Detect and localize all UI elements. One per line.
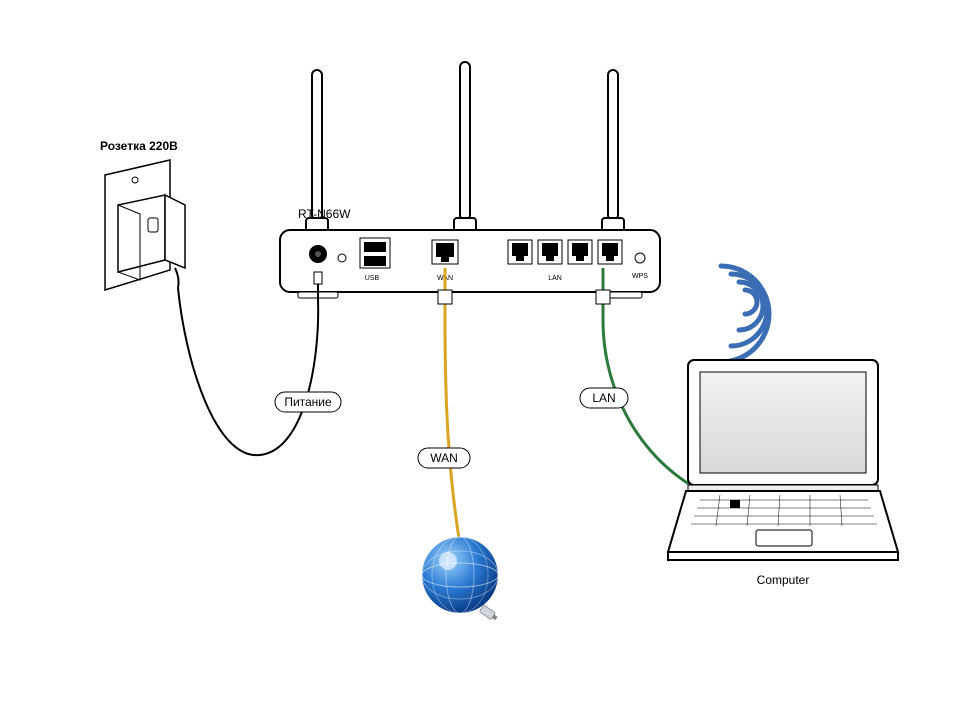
power-pill-text: Питание <box>284 395 332 409</box>
wall-outlet-icon <box>105 160 185 290</box>
outlet-label: Розетка 220В <box>100 139 178 153</box>
lan-pill: LAN <box>580 388 628 408</box>
lan-pill-text: LAN <box>592 391 615 405</box>
wan-pill: WAN <box>418 448 470 468</box>
wan-pill-text: WAN <box>430 451 458 465</box>
globe-icon <box>422 537 499 622</box>
wifi-icon <box>721 266 769 362</box>
computer-label: Computer <box>757 573 810 587</box>
power-pill: Питание <box>275 392 341 412</box>
power-cable <box>178 280 318 455</box>
router-model-label: RT-N66W <box>298 207 351 221</box>
router-icon: USB WAN LAN WPS <box>280 62 660 298</box>
router-usb-caption: USB <box>365 275 380 282</box>
wan-cable <box>445 268 460 545</box>
router-wps-caption: WPS <box>632 273 648 280</box>
router-lan-caption: LAN <box>548 275 562 282</box>
laptop-icon <box>668 360 898 560</box>
